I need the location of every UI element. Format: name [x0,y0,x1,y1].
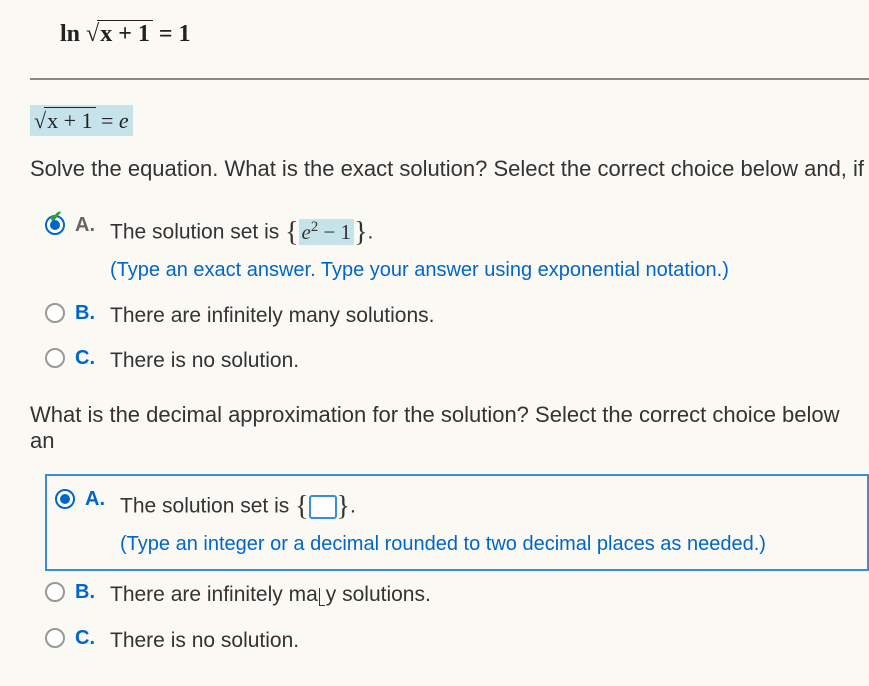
choice-content-2c: There is no solution. [110,625,299,657]
choices-group-2: A. The solution set is {}. (Type an inte… [45,474,869,657]
answer-box-1a: e2 − 1 [299,219,355,245]
radio-2a[interactable] [55,489,75,509]
radio-1c[interactable] [45,348,65,368]
radicand: x + 1 [97,20,153,48]
text-before-2a: The solution set is [120,494,295,517]
choice-2a[interactable]: A. The solution set is {}. (Type an inte… [55,486,859,560]
ln-text: ln [60,21,86,47]
text-b-after: y solutions. [326,583,431,606]
equals-one: = 1 [153,21,191,47]
choice-1b[interactable]: B. There are infinitely many solutions. [45,300,869,332]
choice-letter-2c: C. [75,627,100,650]
choice-content-2b: There are infinitely ma y solutions. [110,579,431,611]
selected-choice-box: A. The solution set is {}. (Type an inte… [45,474,869,572]
period-2a: . [350,494,356,517]
choices-group-1: A. The solution set is {e2 − 1}. (Type a… [45,212,869,377]
choice-2c[interactable]: C. There is no solution. [45,625,869,657]
choice-letter-2a: A. [85,488,110,511]
choice-content-1a: The solution set is {e2 − 1}. (Type an e… [110,212,729,286]
e-italic: e [119,108,129,133]
text-before-1a: The solution set is [110,221,285,244]
radio-1b[interactable] [45,303,65,323]
choice-1c[interactable]: C. There is no solution. [45,345,869,377]
choice-letter-1a: A. [75,214,100,237]
choice-content-2a: The solution set is {}. (Type an integer… [120,486,766,560]
divider [30,78,869,80]
text-b-before: There are infinitely ma [110,583,318,606]
choice-1a[interactable]: A. The solution set is {e2 − 1}. (Type a… [45,212,869,286]
choice-content-1c: There is no solution. [110,345,299,377]
choice-2b[interactable]: B. There are infinitely ma y solutions. [45,579,869,611]
choice-letter-2b: B. [75,581,100,604]
text-cursor-icon [319,588,325,606]
choice-letter-1c: C. [75,347,100,370]
radicand-2: x + 1 [44,107,95,134]
hint-1a: (Type an exact answer. Type your answer … [110,259,729,281]
radio-2c[interactable] [45,628,65,648]
answer-input-2a[interactable] [309,495,337,519]
highlighted-equation: √x + 1 = e [30,105,133,136]
choice-content-1b: There are infinitely many solutions. [110,300,435,332]
question-2: What is the decimal approximation for th… [30,402,869,454]
radio-1a[interactable] [45,215,65,235]
hint-2a: (Type an integer or a decimal rounded to… [120,533,766,555]
choice-letter-1b: B. [75,302,100,325]
top-equation: ln √x + 1 = 1 [60,20,869,48]
period-1a: . [368,221,374,244]
radio-2b[interactable] [45,582,65,602]
question-1: Solve the equation. What is the exact so… [30,156,869,182]
